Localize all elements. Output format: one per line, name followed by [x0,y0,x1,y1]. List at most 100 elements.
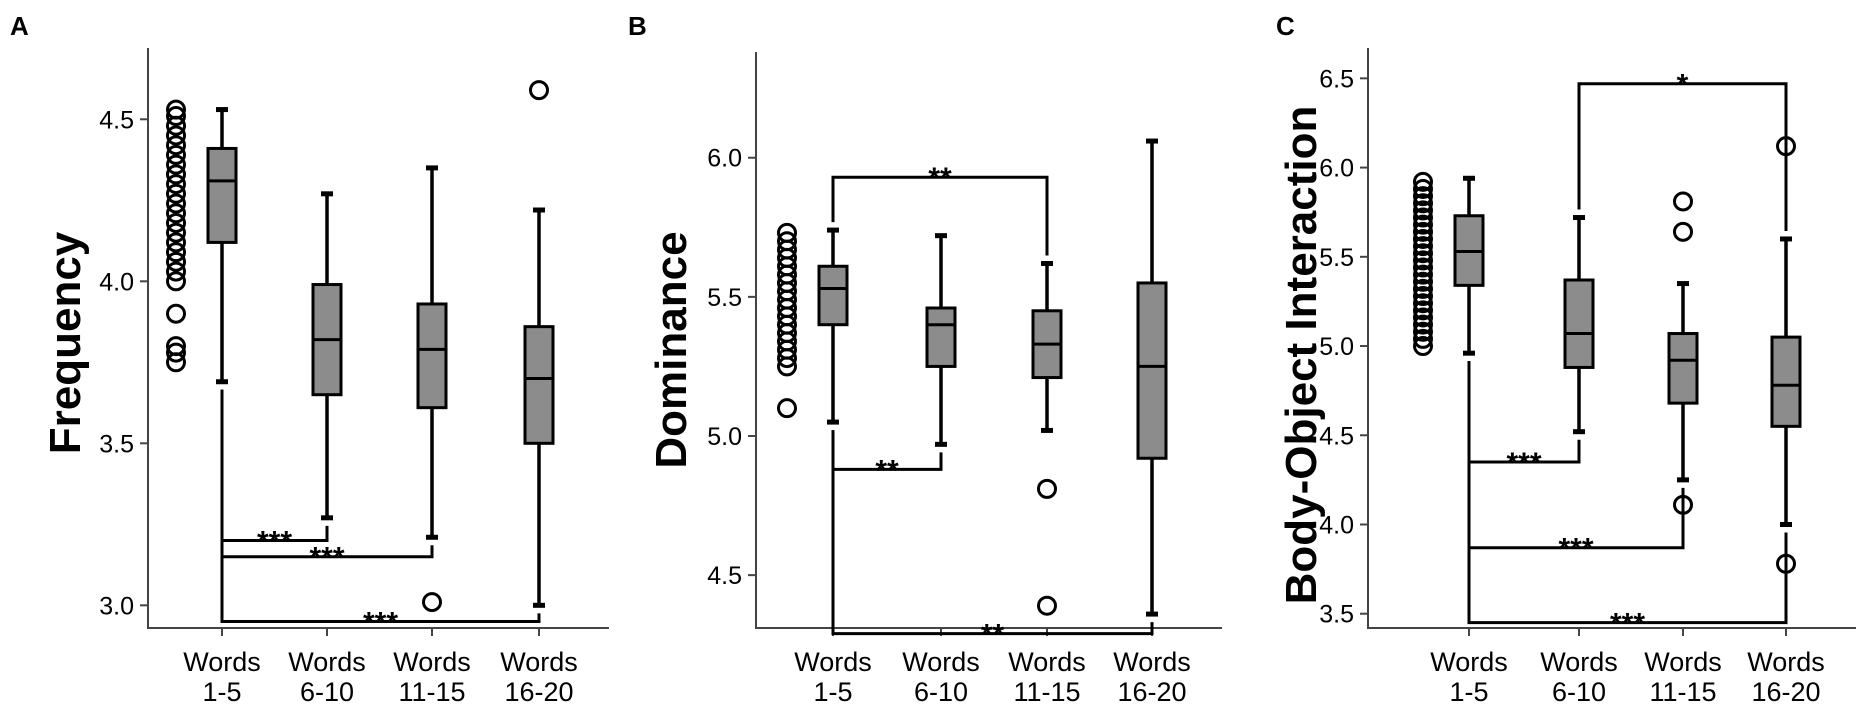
y-axis-label: Body-Object Interaction [1277,106,1326,605]
x-tick-label: 16-20 [1751,677,1820,704]
bracket-line [220,389,541,624]
outlier-point [1037,478,1057,499]
axis-lines [755,52,1222,629]
box-2 [1563,215,1595,435]
significance-bracket: ** [831,430,1154,652]
x-tick-label: Words [1113,647,1191,677]
box-body [1770,335,1802,428]
box-3 [1031,260,1063,616]
y-axis-label: Frequency [41,231,90,454]
outlier-point [166,99,186,120]
x-tick-label: 6-10 [1552,677,1606,704]
x-tick-label: Words [1644,647,1722,677]
significance-label: * [1677,69,1689,102]
significance-bracket: ** [831,430,943,487]
outlier-point [166,212,186,233]
significance-bracket: * [1577,69,1788,231]
box-4 [1136,138,1168,617]
outlier-point [1413,300,1433,321]
x-tick-label: 16-20 [1117,677,1186,704]
box-3 [1667,191,1699,515]
x-tick-label: Words [794,647,872,677]
x-tick-label: Words [1430,647,1508,677]
box-body [1136,281,1168,460]
y-axis-label: Dominance [647,231,696,468]
x-tick-label: 11-15 [1013,677,1080,704]
outlier-point [166,271,186,292]
x-tick-label: 1-5 [813,677,852,704]
outlier-point [1673,191,1693,212]
panel-letter: A [10,11,29,41]
outlier-point [1413,200,1433,221]
box-body [1667,332,1699,405]
outlier-point [1413,307,1433,328]
outlier-point [166,261,186,282]
outlier-point [1413,264,1433,285]
outlier-point [1413,271,1433,292]
bracket-line [831,175,1049,256]
outlier-point [1413,236,1433,257]
box-body [416,302,448,410]
significance-label: *** [1558,533,1593,566]
x-tick-label: Words [393,647,471,677]
box-body [523,325,555,445]
bracket-line [1467,361,1788,625]
y-tick-label: 4.5 [707,562,742,590]
x-tick-label: 1-5 [202,677,241,704]
y-tick-label: 5.0 [707,423,742,451]
significance-bracket: *** [220,389,329,559]
y-tick-label: 5.5 [1319,244,1354,272]
box-4 [523,80,555,608]
bracket-line [220,389,329,543]
significance-label: ** [928,162,952,195]
outlier-point [166,203,186,224]
significance-bracket: *** [1467,361,1788,641]
significance-label: *** [1610,608,1645,641]
outlier-point [1413,186,1433,207]
bracket-line [1577,82,1788,231]
y-tick-label: 3.0 [99,592,134,620]
outlier-point [1413,171,1433,192]
outlier-point [166,125,186,146]
panel-letter: B [628,11,647,41]
outlier-point [166,336,186,357]
panel-letter: C [1276,11,1295,41]
x-tick-label: 16-20 [504,677,573,704]
outlier-point [1413,336,1433,357]
x-tick-label: 6-10 [914,677,968,704]
x-tick-label: Words [1747,647,1825,677]
box-3 [416,165,448,613]
box-1 [166,99,238,385]
outlier-point [166,144,186,165]
y-tick-label: 4.0 [1319,511,1354,539]
significance-label: *** [1506,447,1541,480]
outlier-point [1413,257,1433,278]
bracket-line [1467,361,1685,550]
box-1 [777,222,849,425]
outlier-point [166,342,186,363]
outlier-point [777,222,797,243]
y-tick-label: 4.5 [99,106,134,134]
x-tick-label: 6-10 [300,677,354,704]
significance-label: *** [309,542,344,575]
outlier-point [166,154,186,175]
outlier-point [1413,328,1433,349]
y-tick-label: 5.0 [1319,333,1354,361]
box-body [925,306,957,368]
significance-label: *** [363,607,398,640]
outlier-point [166,135,186,156]
outlier-point [166,242,186,263]
outlier-point [166,251,186,272]
outlier-point [166,164,186,185]
x-tick-label: Words [902,647,980,677]
outlier-point [1413,286,1433,307]
outlier-point [1037,595,1057,616]
y-tick-label: 3.5 [1319,601,1354,629]
y-tick-label: 6.0 [1319,155,1354,183]
box-4 [1770,136,1802,574]
outlier-point [1413,221,1433,242]
outlier-point [166,303,186,324]
panel-a: AFrequency3.03.54.04.5Words1-5Words6-10W… [10,11,609,704]
outlier-point [166,193,186,214]
